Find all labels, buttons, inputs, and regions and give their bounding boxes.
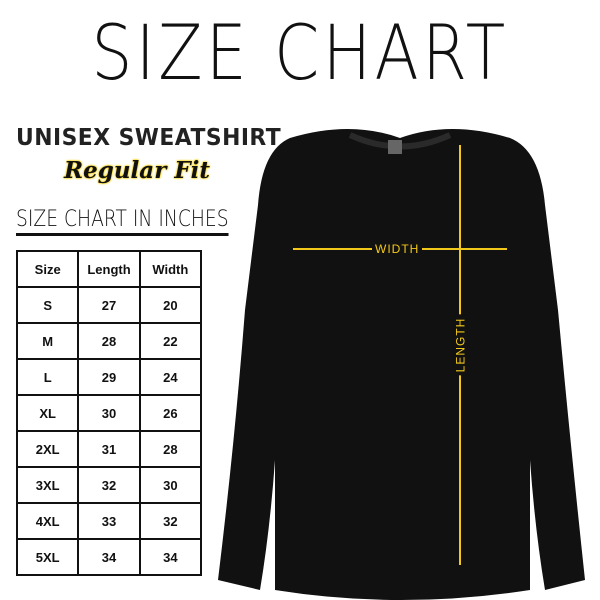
width-cell: 26 (138, 394, 203, 432)
length-cell: 27 (77, 286, 141, 324)
size-cell: M (15, 322, 80, 360)
header-cell: Size (15, 250, 80, 288)
size-cell: 5XL (15, 538, 80, 576)
length-cell: 32 (77, 466, 141, 504)
width-cell: 30 (138, 466, 203, 504)
length-cell: 30 (77, 394, 141, 432)
size-cell: S (15, 286, 80, 324)
width-cell: 32 (138, 502, 203, 540)
product-name: UNISEX SWEATSHIRT (16, 125, 282, 151)
length-cell: 31 (77, 430, 141, 468)
table-row: 4XL 33 32 (15, 502, 203, 540)
length-cell: 29 (77, 358, 141, 396)
table-row: L 29 24 (15, 358, 203, 396)
width-cell: 24 (138, 358, 203, 396)
width-cell: 20 (138, 286, 203, 324)
length-label: LENGTH (453, 314, 468, 376)
size-cell: 4XL (15, 502, 80, 540)
width-cell: 28 (138, 430, 203, 468)
table-row: S 27 20 (15, 286, 203, 324)
width-cell: 34 (138, 538, 203, 576)
fit-label: Regular Fit (64, 157, 211, 184)
width-cell: 22 (138, 322, 203, 360)
size-cell: 2XL (15, 430, 80, 468)
size-cell: XL (15, 394, 80, 432)
length-cell: 33 (77, 502, 141, 540)
size-table: Size Length Width S 27 20 M 28 22 L 29 24 XL 30 26 2… (15, 250, 203, 576)
table-row: 2XL 31 28 (15, 430, 203, 468)
table-title: SIZE CHART IN INCHES (16, 207, 229, 236)
header-cell: Width (138, 250, 203, 288)
page-title: SIZE CHART (91, 8, 509, 97)
length-cell: 28 (77, 322, 141, 360)
table-row: 5XL 34 34 (15, 538, 203, 576)
table-row: M 28 22 (15, 322, 203, 360)
header-cell: Length (77, 250, 141, 288)
width-label: WIDTH (372, 242, 423, 256)
table-row: 3XL 32 30 (15, 466, 203, 504)
length-cell: 34 (77, 538, 141, 576)
size-cell: L (15, 358, 80, 396)
size-cell: 3XL (15, 466, 80, 504)
table-row: XL 30 26 (15, 394, 203, 432)
table-header-row: Size Length Width (15, 250, 203, 288)
sweatshirt-image (218, 129, 585, 600)
